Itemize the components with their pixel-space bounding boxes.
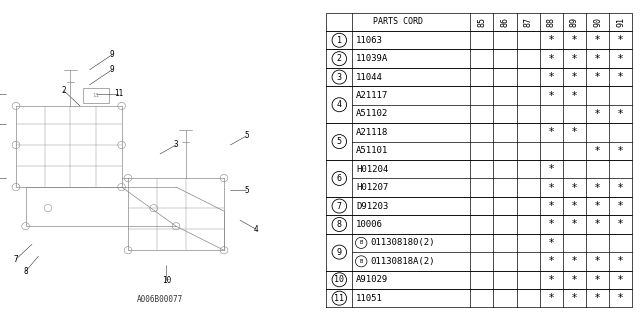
Text: 5: 5	[337, 137, 342, 146]
Text: *: *	[595, 72, 600, 82]
Text: 6: 6	[337, 174, 342, 183]
Text: 88: 88	[547, 17, 556, 27]
Text: 85: 85	[477, 17, 486, 27]
Text: D91203: D91203	[356, 202, 388, 211]
Text: *: *	[618, 146, 623, 156]
Text: 2: 2	[61, 86, 67, 95]
Text: *: *	[595, 201, 600, 211]
Text: 11039A: 11039A	[356, 54, 388, 63]
Text: 3: 3	[337, 73, 342, 82]
Text: 89: 89	[570, 17, 579, 27]
Text: 01130818A(2): 01130818A(2)	[370, 257, 435, 266]
Text: 8: 8	[23, 267, 28, 276]
Text: 8: 8	[337, 220, 342, 229]
Text: *: *	[548, 293, 554, 303]
Text: *: *	[572, 201, 577, 211]
Text: H01204: H01204	[356, 165, 388, 174]
Text: *: *	[595, 109, 600, 119]
Text: *: *	[618, 275, 623, 285]
Text: 87: 87	[524, 17, 532, 27]
Text: *: *	[548, 54, 554, 64]
Text: *: *	[618, 54, 623, 64]
Text: *: *	[548, 220, 554, 229]
Text: *: *	[572, 91, 577, 100]
Text: 90: 90	[593, 17, 602, 27]
Text: 5: 5	[244, 186, 249, 195]
Text: *: *	[572, 275, 577, 285]
Text: *: *	[595, 183, 600, 193]
Text: 1: 1	[337, 36, 342, 45]
Text: *: *	[548, 91, 554, 100]
Text: PARTS CORD: PARTS CORD	[373, 17, 423, 26]
Text: *: *	[618, 109, 623, 119]
Text: 10006: 10006	[356, 220, 383, 229]
Text: 5: 5	[244, 132, 249, 140]
Text: 91: 91	[616, 17, 625, 27]
Text: *: *	[548, 164, 554, 174]
Text: *: *	[595, 293, 600, 303]
Text: *: *	[572, 256, 577, 266]
Text: *: *	[548, 183, 554, 193]
Text: *: *	[548, 35, 554, 45]
Text: 4: 4	[253, 225, 259, 234]
Text: *: *	[572, 72, 577, 82]
Text: *: *	[548, 275, 554, 285]
Text: 9: 9	[337, 248, 342, 257]
Text: 11: 11	[334, 294, 344, 303]
Text: *: *	[618, 256, 623, 266]
Text: *: *	[572, 54, 577, 64]
Text: *: *	[572, 220, 577, 229]
Text: *: *	[618, 72, 623, 82]
Text: *: *	[595, 256, 600, 266]
Text: B: B	[360, 240, 363, 245]
Text: B: B	[360, 259, 363, 264]
Text: 011308180(2): 011308180(2)	[370, 238, 435, 247]
Text: *: *	[595, 220, 600, 229]
Text: 10: 10	[334, 275, 344, 284]
Text: A91029: A91029	[356, 275, 388, 284]
Text: 11044: 11044	[356, 73, 383, 82]
Text: 9: 9	[109, 65, 115, 74]
Text: 4: 4	[337, 100, 342, 109]
Text: *: *	[572, 35, 577, 45]
Text: A21118: A21118	[356, 128, 388, 137]
Text: *: *	[548, 256, 554, 266]
Text: 86: 86	[500, 17, 509, 27]
Text: H01207: H01207	[356, 183, 388, 192]
Text: A51102: A51102	[356, 109, 388, 118]
Text: A006B00077: A006B00077	[137, 295, 183, 304]
Text: 3: 3	[173, 140, 179, 149]
Text: *: *	[595, 54, 600, 64]
Text: *: *	[618, 183, 623, 193]
Text: *: *	[595, 35, 600, 45]
Text: *: *	[548, 72, 554, 82]
Text: 11051: 11051	[356, 294, 383, 303]
Text: *: *	[618, 220, 623, 229]
Text: 9: 9	[109, 50, 115, 59]
Text: *: *	[618, 201, 623, 211]
Text: 10: 10	[162, 276, 171, 285]
Text: *: *	[618, 293, 623, 303]
Text: A51101: A51101	[356, 146, 388, 155]
Text: *: *	[572, 293, 577, 303]
Text: 11063: 11063	[356, 36, 383, 45]
Text: A21117: A21117	[356, 91, 388, 100]
Text: *: *	[548, 127, 554, 137]
Text: 7: 7	[337, 202, 342, 211]
Text: 11: 11	[93, 93, 99, 98]
Text: *: *	[548, 201, 554, 211]
Text: *: *	[572, 127, 577, 137]
Text: *: *	[548, 238, 554, 248]
Text: *: *	[618, 35, 623, 45]
Text: *: *	[595, 275, 600, 285]
Text: 11: 11	[114, 89, 123, 98]
Text: 7: 7	[13, 255, 19, 264]
Text: *: *	[595, 146, 600, 156]
Text: *: *	[572, 183, 577, 193]
Text: 2: 2	[337, 54, 342, 63]
